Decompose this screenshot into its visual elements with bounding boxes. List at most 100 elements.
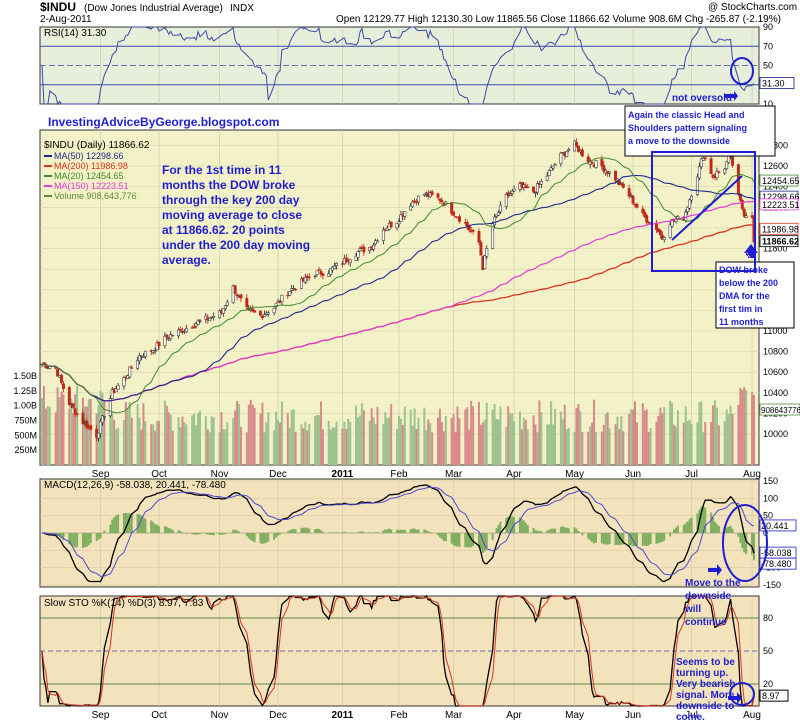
head-shoulders-box	[651, 151, 756, 272]
legend-entry: MA(50) 12298.66	[54, 151, 124, 161]
macd-hist-bar	[144, 518, 147, 533]
macd-hist-bar	[76, 533, 79, 548]
legend-entry: MA(200) 11986.98	[54, 161, 128, 171]
macd-hist-bar	[234, 529, 237, 533]
macd-hist-bar	[308, 528, 311, 533]
candle-body	[192, 326, 196, 328]
candle-body	[101, 415, 104, 423]
break-arrow-icon	[744, 244, 758, 258]
hs-annotation: Again the classic Head and Shoulders patt…	[628, 110, 747, 146]
macd-hist-bar	[548, 529, 551, 533]
macd-hist-bar	[630, 533, 633, 546]
volume-bar	[401, 425, 404, 465]
volume-bar	[497, 419, 500, 465]
candle-body	[742, 209, 746, 217]
value-tag	[759, 222, 799, 235]
candle-body	[348, 259, 352, 264]
volume-bar	[245, 432, 248, 465]
candle-body	[725, 161, 729, 170]
candle-body	[450, 202, 454, 214]
macd-hist-bar	[278, 533, 281, 535]
candle-body	[565, 151, 569, 157]
volume-bar	[423, 407, 426, 465]
volume-bar	[156, 420, 159, 465]
volume-bar	[236, 400, 239, 465]
macd-hist-bar	[702, 506, 705, 533]
candle-body	[71, 403, 75, 408]
header-date: 2-Aug-2011	[40, 14, 92, 25]
macd-hist-bar	[604, 533, 607, 545]
candle-body	[102, 416, 106, 418]
candle-body	[690, 196, 694, 201]
macd-hist-bar	[710, 512, 713, 533]
annotation-line: will	[684, 604, 701, 615]
volume-bar	[614, 424, 617, 465]
macd-hist-bar	[142, 517, 145, 533]
candle-body	[116, 385, 120, 390]
candle-body	[335, 262, 339, 266]
volume-bar	[676, 410, 679, 465]
candle-body	[194, 323, 198, 327]
candle-body	[635, 204, 639, 208]
rsi-tick: 70	[763, 41, 773, 51]
macd-hist-bar	[491, 533, 494, 540]
candle-body	[495, 214, 498, 217]
volume-bar	[204, 416, 207, 465]
volume-bar	[44, 408, 47, 465]
volume-bar	[717, 425, 720, 465]
macd-hist-bar	[729, 525, 732, 533]
volume-bar	[485, 402, 488, 465]
macd-hist-bar	[618, 533, 621, 546]
macd-hist-bar	[458, 533, 461, 547]
macd-hist-bar	[185, 533, 188, 534]
macd-tick: -150	[763, 580, 781, 590]
candle-body	[299, 278, 303, 289]
volume-bars	[41, 385, 755, 561]
macd-hist-bar	[136, 514, 139, 533]
annotation-line: signal. More	[676, 690, 735, 701]
volume-bar	[329, 429, 332, 465]
macd-hist-bar	[741, 533, 744, 549]
macd-hist-bar	[115, 515, 118, 533]
annotation-line: moving average to close	[162, 208, 302, 222]
candle-body	[165, 334, 169, 338]
volume-bar	[177, 417, 180, 465]
annotation-line: average.	[162, 253, 211, 267]
volume-bar	[60, 391, 63, 465]
volume-bar	[698, 402, 701, 465]
value-tag-text: 11986.98	[762, 224, 799, 234]
volume-bar	[171, 430, 174, 465]
macd-hist-bar	[70, 533, 73, 546]
volume-bar	[559, 411, 562, 465]
volume-bar	[292, 409, 295, 465]
volume-bar	[464, 409, 467, 465]
volume-bar	[723, 421, 726, 465]
price-tick: 10600	[763, 367, 788, 377]
candle-body	[688, 199, 692, 209]
volume-bar	[573, 431, 576, 465]
macd-hist-bar	[659, 533, 662, 543]
macd-hist-bar	[156, 524, 159, 533]
volume-bar	[397, 416, 400, 465]
volume-bar	[567, 427, 570, 465]
volume-bar	[259, 413, 262, 465]
macd-hist-bar	[253, 533, 256, 543]
volume-bar	[74, 394, 77, 465]
macd-hist-bar	[263, 533, 266, 544]
candle-body	[114, 388, 118, 393]
annotation-line: 11 months	[719, 317, 764, 327]
macd-hist-bar	[60, 533, 63, 539]
macd-hist-bar	[495, 528, 498, 533]
macd-hist-bar	[397, 530, 400, 533]
volume-bar	[265, 422, 268, 465]
volume-bar	[72, 413, 75, 465]
macd-hist-bar	[319, 530, 322, 533]
header-copyright: @ StockCharts.com	[708, 2, 797, 13]
candle-body	[233, 285, 237, 294]
macd-hist-bar	[526, 525, 529, 533]
macd-hist-bar	[643, 533, 646, 546]
volume-tick: 250M	[14, 445, 37, 455]
volume-bar	[81, 397, 84, 465]
macd-hist-bar	[275, 533, 278, 538]
volume-bar	[682, 422, 685, 465]
